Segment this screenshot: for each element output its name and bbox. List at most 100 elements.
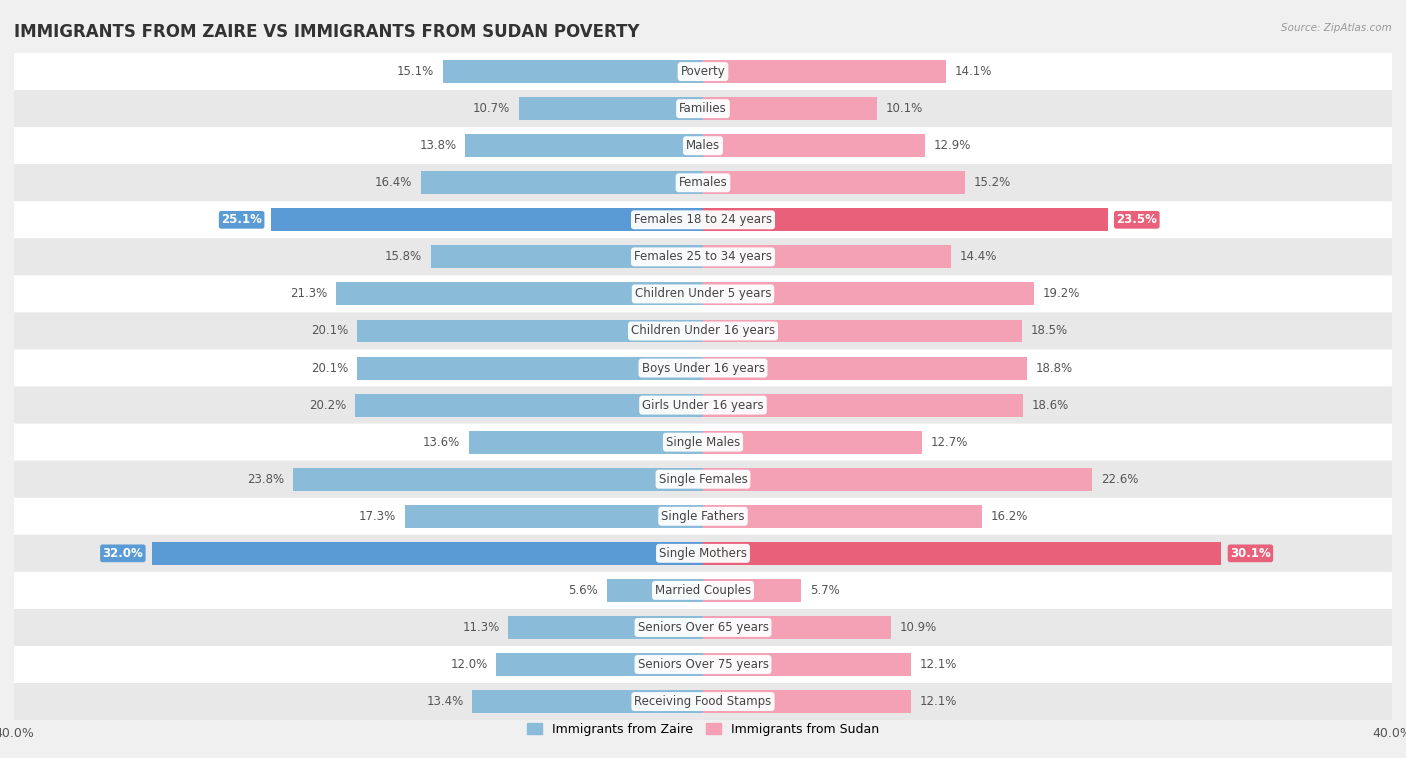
Bar bbox=[496, 653, 703, 676]
Text: Families: Families bbox=[679, 102, 727, 115]
Text: Children Under 5 years: Children Under 5 years bbox=[634, 287, 772, 300]
Text: 13.8%: 13.8% bbox=[419, 139, 457, 152]
Text: 13.6%: 13.6% bbox=[423, 436, 460, 449]
Bar bbox=[703, 246, 950, 268]
Text: 19.2%: 19.2% bbox=[1042, 287, 1080, 300]
Bar bbox=[292, 468, 703, 490]
Text: Boys Under 16 years: Boys Under 16 years bbox=[641, 362, 765, 374]
Legend: Immigrants from Zaire, Immigrants from Sudan: Immigrants from Zaire, Immigrants from S… bbox=[522, 718, 884, 741]
FancyBboxPatch shape bbox=[14, 461, 1392, 498]
Text: Poverty: Poverty bbox=[681, 65, 725, 78]
Text: 15.2%: 15.2% bbox=[973, 177, 1011, 190]
Text: 13.4%: 13.4% bbox=[426, 695, 464, 708]
Bar bbox=[468, 431, 703, 453]
Text: Seniors Over 75 years: Seniors Over 75 years bbox=[637, 658, 769, 671]
Text: IMMIGRANTS FROM ZAIRE VS IMMIGRANTS FROM SUDAN POVERTY: IMMIGRANTS FROM ZAIRE VS IMMIGRANTS FROM… bbox=[14, 23, 640, 41]
Text: 23.5%: 23.5% bbox=[1116, 213, 1153, 227]
Text: Single Females: Single Females bbox=[658, 473, 748, 486]
Bar bbox=[703, 320, 1022, 343]
FancyBboxPatch shape bbox=[14, 312, 1392, 349]
Text: 12.7%: 12.7% bbox=[931, 436, 967, 449]
Bar bbox=[703, 283, 1033, 305]
Text: 15.1%: 15.1% bbox=[396, 65, 434, 78]
Bar bbox=[356, 393, 703, 417]
Bar bbox=[357, 356, 703, 380]
Bar bbox=[703, 97, 877, 120]
Text: Girls Under 16 years: Girls Under 16 years bbox=[643, 399, 763, 412]
FancyBboxPatch shape bbox=[14, 535, 1392, 572]
Text: 30.1%: 30.1% bbox=[1230, 547, 1267, 560]
FancyBboxPatch shape bbox=[14, 275, 1392, 312]
Bar bbox=[519, 97, 703, 120]
Text: 32.0%: 32.0% bbox=[105, 547, 143, 560]
Bar bbox=[703, 579, 801, 602]
Bar bbox=[405, 505, 703, 528]
Bar bbox=[703, 356, 1026, 380]
Text: Children Under 16 years: Children Under 16 years bbox=[631, 324, 775, 337]
FancyBboxPatch shape bbox=[14, 238, 1392, 275]
Bar bbox=[703, 468, 1092, 490]
Text: 25.1%: 25.1% bbox=[221, 213, 262, 227]
Text: Females 25 to 34 years: Females 25 to 34 years bbox=[634, 250, 772, 263]
Text: 16.4%: 16.4% bbox=[374, 177, 412, 190]
FancyBboxPatch shape bbox=[14, 164, 1392, 202]
Bar bbox=[703, 60, 946, 83]
Text: Seniors Over 65 years: Seniors Over 65 years bbox=[637, 621, 769, 634]
Text: 10.7%: 10.7% bbox=[472, 102, 510, 115]
Bar bbox=[703, 690, 911, 713]
Text: 22.6%: 22.6% bbox=[1101, 473, 1139, 486]
Text: Single Mothers: Single Mothers bbox=[659, 547, 747, 560]
FancyBboxPatch shape bbox=[14, 127, 1392, 164]
Bar bbox=[472, 690, 703, 713]
Bar bbox=[703, 431, 922, 453]
Bar bbox=[703, 542, 1222, 565]
Text: 12.1%: 12.1% bbox=[920, 695, 957, 708]
Text: 18.5%: 18.5% bbox=[1031, 324, 1067, 337]
Text: Single Males: Single Males bbox=[666, 436, 740, 449]
Bar bbox=[703, 134, 925, 157]
Bar bbox=[420, 171, 703, 194]
Text: 25.1%: 25.1% bbox=[225, 213, 262, 227]
Bar bbox=[703, 616, 891, 639]
Text: 5.7%: 5.7% bbox=[810, 584, 839, 597]
Text: 11.3%: 11.3% bbox=[463, 621, 499, 634]
FancyBboxPatch shape bbox=[14, 498, 1392, 535]
Text: 12.9%: 12.9% bbox=[934, 139, 972, 152]
FancyBboxPatch shape bbox=[14, 683, 1392, 720]
Text: Females: Females bbox=[679, 177, 727, 190]
Text: 20.2%: 20.2% bbox=[309, 399, 346, 412]
Text: 18.8%: 18.8% bbox=[1035, 362, 1073, 374]
Bar bbox=[606, 579, 703, 602]
Text: 10.1%: 10.1% bbox=[886, 102, 922, 115]
FancyBboxPatch shape bbox=[14, 387, 1392, 424]
Text: Single Fathers: Single Fathers bbox=[661, 510, 745, 523]
Text: 15.8%: 15.8% bbox=[385, 250, 422, 263]
Text: 14.4%: 14.4% bbox=[960, 250, 997, 263]
Bar bbox=[443, 60, 703, 83]
FancyBboxPatch shape bbox=[14, 349, 1392, 387]
FancyBboxPatch shape bbox=[14, 202, 1392, 238]
Text: 30.1%: 30.1% bbox=[1230, 547, 1271, 560]
Text: 21.3%: 21.3% bbox=[290, 287, 328, 300]
FancyBboxPatch shape bbox=[14, 424, 1392, 461]
Bar bbox=[509, 616, 703, 639]
Text: 17.3%: 17.3% bbox=[359, 510, 396, 523]
Text: Source: ZipAtlas.com: Source: ZipAtlas.com bbox=[1281, 23, 1392, 33]
FancyBboxPatch shape bbox=[14, 572, 1392, 609]
Text: 23.8%: 23.8% bbox=[247, 473, 284, 486]
Text: 18.6%: 18.6% bbox=[1032, 399, 1069, 412]
Text: 14.1%: 14.1% bbox=[955, 65, 991, 78]
FancyBboxPatch shape bbox=[14, 609, 1392, 646]
FancyBboxPatch shape bbox=[14, 53, 1392, 90]
Bar bbox=[430, 246, 703, 268]
FancyBboxPatch shape bbox=[14, 646, 1392, 683]
Text: Married Couples: Married Couples bbox=[655, 584, 751, 597]
Bar bbox=[271, 208, 703, 231]
Bar bbox=[703, 653, 911, 676]
Text: Males: Males bbox=[686, 139, 720, 152]
Bar bbox=[703, 208, 1108, 231]
Text: 12.1%: 12.1% bbox=[920, 658, 957, 671]
Text: 20.1%: 20.1% bbox=[311, 324, 349, 337]
Text: 12.0%: 12.0% bbox=[450, 658, 488, 671]
Bar bbox=[152, 542, 703, 565]
